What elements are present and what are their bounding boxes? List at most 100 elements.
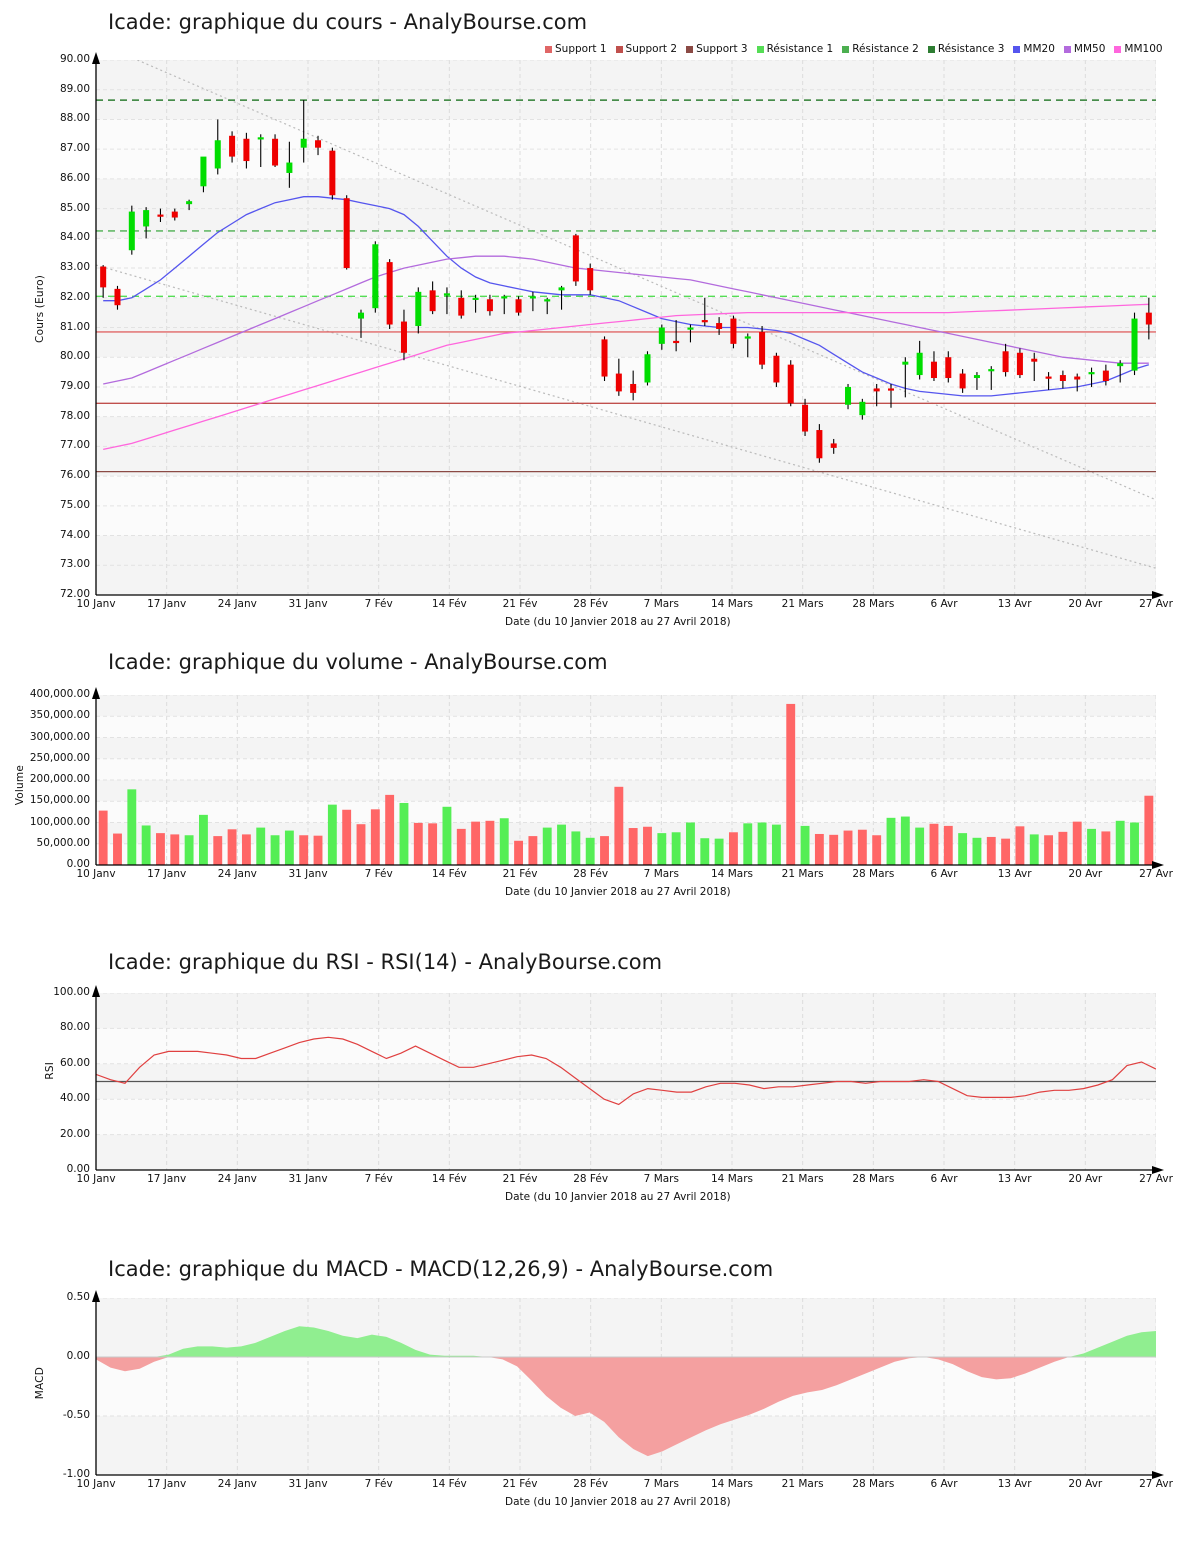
legend-swatch-icon <box>686 45 694 53</box>
x-tick-label: 10 Janv <box>76 1173 116 1185</box>
x-tick-label: 27 Avr <box>1139 868 1173 880</box>
x-tick-label: 14 Fév <box>431 1173 467 1185</box>
x-tick-label: 21 Mars <box>781 868 824 880</box>
x-tick-label: 13 Avr <box>997 1173 1032 1185</box>
macd-x-axis-label: Date (du 10 Janvier 2018 au 27 Avril 201… <box>505 1496 731 1508</box>
x-tick-label: 7 Mars <box>643 1478 679 1490</box>
legend-swatch-icon <box>756 45 764 53</box>
x-tick-label: 24 Janv <box>217 598 257 610</box>
y-tick-label: 60.00 <box>59 1056 90 1069</box>
y-tick-label: 75.00 <box>59 498 90 511</box>
x-tick-label: 28 Mars <box>852 598 895 610</box>
rsi-chart-panel: Icade: graphique du RSI - RSI(14) - Anal… <box>0 940 1200 1245</box>
x-tick-label: 14 Fév <box>431 868 467 880</box>
legend-swatch-icon <box>615 45 623 53</box>
x-tick-label: 17 Janv <box>147 1478 187 1490</box>
x-tick-label: 14 Fév <box>431 1478 467 1490</box>
x-tick-label: 24 Janv <box>217 1173 257 1185</box>
legend-label: MM50 <box>1073 43 1106 55</box>
x-tick-label: 17 Janv <box>147 598 187 610</box>
x-tick-label: 14 Mars <box>711 1478 753 1490</box>
y-tick-label: 0.00 <box>66 1350 90 1362</box>
legend-item-2[interactable]: Support 3 <box>686 44 748 54</box>
x-tick-label: 6 Avr <box>930 598 958 610</box>
legend-swatch-icon <box>545 45 552 53</box>
legend-label: Résistance 1 <box>766 43 834 55</box>
x-tick-label: 13 Avr <box>997 868 1032 880</box>
legend-item-4[interactable]: Résistance 2 <box>842 44 919 54</box>
volume-plot-area[interactable] <box>96 695 1156 865</box>
x-tick-label: 13 Avr <box>997 1478 1032 1490</box>
legend-item-7[interactable]: MM50 <box>1063 43 1106 55</box>
y-tick-label: 80.00 <box>59 350 90 363</box>
x-tick-label: 7 Mars <box>643 598 679 610</box>
x-tick-label: 21 Fév <box>502 1478 538 1490</box>
x-tick-label: 27 Avr <box>1139 598 1173 610</box>
price-chart-panel: Icade: graphique du cours - AnalyBourse.… <box>0 0 1200 640</box>
y-tick-label: -0.50 <box>62 1409 90 1421</box>
y-tick-label: 80.00 <box>59 1021 90 1034</box>
price-chart-legend: Support 1 Support 2 Support 3 Résistance 1 R… <box>545 44 1163 54</box>
macd-plot-area[interactable] <box>96 1298 1156 1475</box>
x-tick-label: 31 Janv <box>288 598 328 610</box>
rsi-plot-area[interactable] <box>96 993 1156 1170</box>
x-tick-label: 6 Avr <box>930 868 958 880</box>
y-tick-label: 87.00 <box>59 142 90 155</box>
x-tick-label: 28 Fév <box>573 1478 609 1490</box>
x-tick-label: 21 Fév <box>502 1173 538 1185</box>
y-tick-label: 73.00 <box>59 558 90 571</box>
x-tick-label: 21 Mars <box>781 598 824 610</box>
y-tick-label: 150,000.00 <box>29 794 90 807</box>
price-axes <box>92 52 1164 599</box>
y-tick-label: 79.00 <box>59 379 90 392</box>
y-tick-label: 350,000.00 <box>29 709 90 722</box>
x-tick-label: 31 Janv <box>288 868 328 880</box>
x-tick-label: 14 Mars <box>711 1173 753 1185</box>
macd-chart-panel: Icade: graphique du MACD - MACD(12,26,9)… <box>0 1245 1200 1550</box>
y-tick-label: 82.00 <box>59 290 90 303</box>
x-tick-label: 14 Fév <box>431 598 467 610</box>
legend-label: Résistance 2 <box>852 43 919 55</box>
legend-label: Support 3 <box>696 43 748 55</box>
legend-label: MM20 <box>1023 43 1055 55</box>
y-tick-label: 100,000.00 <box>29 815 90 828</box>
x-tick-label: 14 Mars <box>711 598 753 610</box>
x-tick-label: 28 Mars <box>852 868 895 880</box>
y-tick-label: -1.00 <box>62 1468 90 1480</box>
x-tick-label: 6 Avr <box>930 1478 958 1490</box>
x-tick-label: 7 Fév <box>364 598 393 610</box>
macd-chart-title: Icade: graphique du MACD - MACD(12,26,9)… <box>108 1257 774 1281</box>
x-tick-label: 20 Avr <box>1068 1173 1103 1185</box>
y-tick-label: 72.00 <box>59 588 90 600</box>
y-tick-label: 90.00 <box>59 53 90 65</box>
y-tick-label: 85.00 <box>59 201 90 214</box>
legend-swatch-icon <box>1013 45 1021 53</box>
x-tick-label: 24 Janv <box>217 1478 257 1490</box>
x-tick-label: 24 Janv <box>217 868 257 880</box>
volume-chart-panel: Icade: graphique du volume - AnalyBourse… <box>0 640 1200 940</box>
x-tick-label: 10 Janv <box>76 598 116 610</box>
x-tick-label: 28 Mars <box>852 1478 895 1490</box>
y-tick-label: 78.00 <box>59 409 90 422</box>
y-tick-label: 89.00 <box>59 82 90 95</box>
x-tick-label: 7 Fév <box>364 1173 393 1185</box>
legend-item-5[interactable]: Résistance 3 <box>927 44 1004 54</box>
legend-item-3[interactable]: Résistance 1 <box>756 43 834 55</box>
legend-item-0[interactable]: Support 1 <box>545 44 607 54</box>
legend-item-6[interactable]: MM20 <box>1013 43 1055 55</box>
price-y-axis-label: Cours (Euro) <box>34 275 46 343</box>
legend-item-8[interactable]: MM100 <box>1114 44 1163 54</box>
y-tick-label: 86.00 <box>59 171 90 184</box>
y-tick-label: 0.50 <box>66 1291 90 1303</box>
legend-item-1[interactable]: Support 2 <box>615 44 677 54</box>
y-tick-label: 400,000.00 <box>29 688 90 700</box>
x-tick-label: 27 Avr <box>1139 1478 1173 1490</box>
volume-chart-title: Icade: graphique du volume - AnalyBourse… <box>108 650 608 674</box>
y-tick-label: 50,000.00 <box>36 836 90 849</box>
x-tick-label: 28 Fév <box>573 1173 609 1185</box>
y-tick-label: 300,000.00 <box>29 730 90 743</box>
x-tick-label: 6 Avr <box>930 1173 958 1185</box>
x-tick-label: 7 Mars <box>643 868 679 880</box>
price-plot-area[interactable] <box>96 60 1156 595</box>
legend-swatch-icon <box>842 45 850 53</box>
